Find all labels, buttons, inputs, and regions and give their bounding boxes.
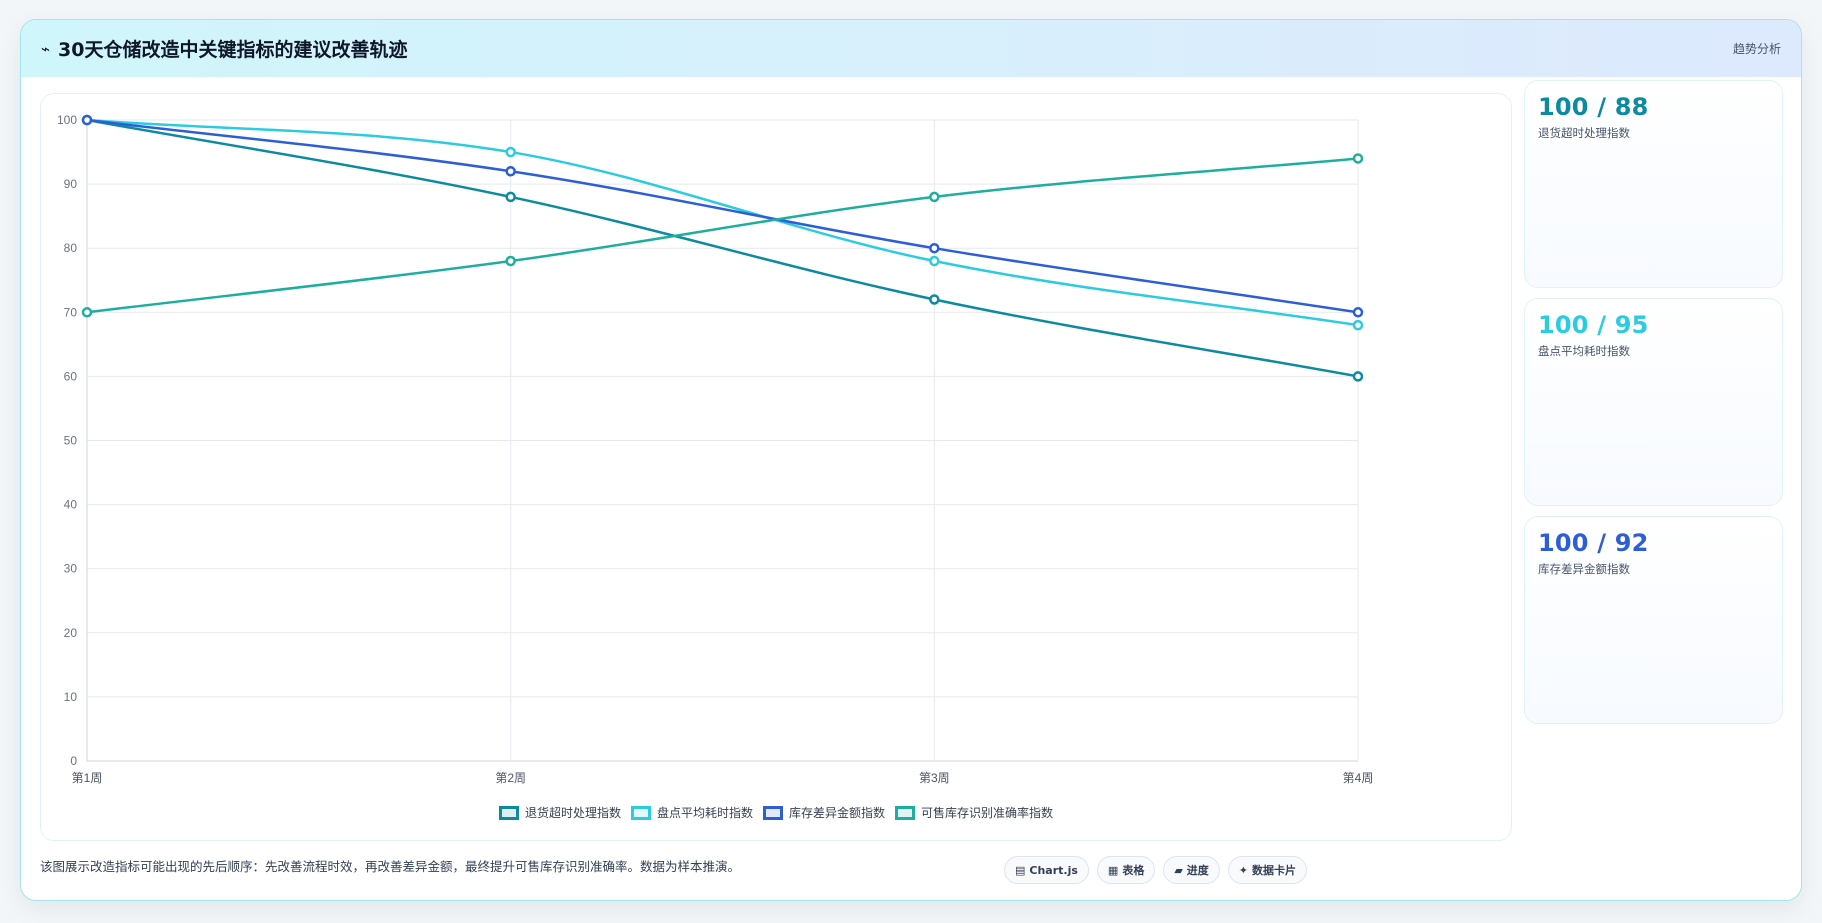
- tag-data-card[interactable]: ✦ 数据卡片: [1227, 856, 1308, 884]
- line-chart: 0 10 20 30 40 50 60 70 80 90 100 第1周 第2周 第3周 第4周: [57, 113, 1374, 785]
- chart-panel: 0 10 20 30 40 50 60 70 80 90 100 第1周 第2周 第3周 第4周 退货超时处…: [40, 93, 1512, 841]
- data-point: [505, 166, 516, 177]
- series-line-3: [86, 118, 1359, 314]
- trend-line-icon: ⌁: [41, 39, 51, 58]
- y-tick-label: 50: [64, 434, 78, 448]
- data-point: [929, 294, 940, 305]
- y-tick-label: 30: [64, 562, 78, 576]
- legend-swatch: [498, 805, 519, 820]
- y-tick-label: 40: [64, 498, 78, 512]
- legend-label: 退货超时处理指数: [524, 806, 621, 820]
- progress-icon: ▰: [1174, 863, 1183, 877]
- x-tick-label: 第3周: [919, 771, 950, 785]
- y-tick-label: 80: [64, 241, 78, 255]
- data-point: [929, 255, 940, 267]
- kpi-label: 退货超时处理指数: [1538, 126, 1630, 140]
- legend-label: 可售库存识别准确率指数: [921, 806, 1054, 820]
- chart-legend: 退货超时处理指数 盘点平均耗时指数 库存差异金额指数 可售库存识别准确率指数: [41, 804, 1511, 821]
- data-point: [1352, 371, 1364, 382]
- chart-icon: ▤: [1015, 863, 1026, 877]
- y-tick-label: 60: [64, 369, 78, 383]
- y-tick-label: 10: [64, 690, 78, 704]
- data-point: [505, 146, 516, 158]
- title-wrap: ⌁ 30天仓储改造中关键指标的建议改善轨迹: [41, 35, 407, 62]
- y-tick-label: 100: [57, 113, 77, 127]
- kpi-label: 库存差异金额指数: [1538, 562, 1630, 576]
- x-tick-label: 第2周: [495, 771, 526, 785]
- tag-chartjs[interactable]: ▤ Chart.js: [1004, 856, 1089, 884]
- tag-label: 数据卡片: [1252, 864, 1297, 877]
- legend-item[interactable]: 退货超时处理指数: [498, 804, 621, 821]
- kpi-value: 100 / 95: [1538, 311, 1649, 339]
- tag-progress[interactable]: ▰ 进度: [1163, 856, 1220, 884]
- y-tick-label: 70: [64, 305, 78, 319]
- x-tick-label: 第4周: [1343, 771, 1374, 785]
- table-icon: ▦: [1107, 863, 1119, 877]
- data-point: [929, 191, 940, 203]
- chart-footnote: 该图展示改造指标可能出现的先后顺序：先改善流程时效，再改善差异金额，最终提升可售…: [40, 859, 741, 874]
- y-tick-label: 0: [70, 754, 77, 768]
- legend-item[interactable]: 盘点平均耗时指数: [630, 804, 753, 821]
- tag-label: Chart.js: [1029, 863, 1078, 877]
- legend-swatch: [630, 805, 651, 820]
- dashboard-card: ⌁ 30天仓储改造中关键指标的建议改善轨迹 趋势分析 0 10 20 30 40 50 60…: [20, 19, 1802, 901]
- data-point: [81, 114, 93, 126]
- kpi-value: 100 / 92: [1538, 529, 1649, 557]
- card-header: ⌁ 30天仓储改造中关键指标的建议改善轨迹 趋势分析: [21, 20, 1801, 77]
- legend-swatch: [763, 805, 783, 820]
- data-point: [505, 191, 516, 203]
- kpi-card-1: 100 / 88 退货超时处理指数: [1524, 80, 1783, 288]
- x-tick-label: 第1周: [72, 771, 103, 785]
- legend-item[interactable]: 库存差异金额指数: [763, 804, 885, 821]
- tag-label: 进度: [1186, 864, 1209, 877]
- legend-label: 库存差异金额指数: [789, 806, 886, 820]
- trend-analysis-link[interactable]: 趋势分析: [1732, 42, 1781, 56]
- tag-table[interactable]: ▦ 表格: [1096, 856, 1156, 884]
- series-line-4: [86, 157, 1359, 314]
- data-point: [505, 255, 516, 267]
- y-tick-label: 20: [64, 626, 78, 640]
- kpi-label: 盘点平均耗时指数: [1538, 344, 1630, 358]
- data-point: [1352, 153, 1364, 164]
- series-line-1: [86, 118, 1359, 378]
- data-point: [1352, 307, 1364, 318]
- kpi-card-2: 100 / 95 盘点平均耗时指数: [1524, 298, 1783, 506]
- data-point: [929, 242, 940, 254]
- kpi-card-3: 100 / 92 库存差异金额指数: [1524, 516, 1783, 724]
- y-tick-label: 90: [64, 177, 78, 191]
- data-point: [1352, 319, 1364, 331]
- tag-row: ▤ Chart.js ▦ 表格 ▰ 进度 ✦ 数据卡片: [1004, 856, 1308, 884]
- kpi-value: 100 / 88: [1538, 93, 1649, 121]
- data-point: [81, 307, 93, 318]
- page-title: 30天仓储改造中关键指标的建议改善轨迹: [58, 39, 408, 61]
- series-line-2: [86, 118, 1359, 327]
- legend-swatch: [895, 805, 916, 820]
- card-icon: ✦: [1238, 863, 1249, 877]
- legend-item[interactable]: 可售库存识别准确率指数: [895, 804, 1053, 821]
- tag-label: 表格: [1122, 864, 1145, 877]
- legend-label: 盘点平均耗时指数: [656, 806, 753, 820]
